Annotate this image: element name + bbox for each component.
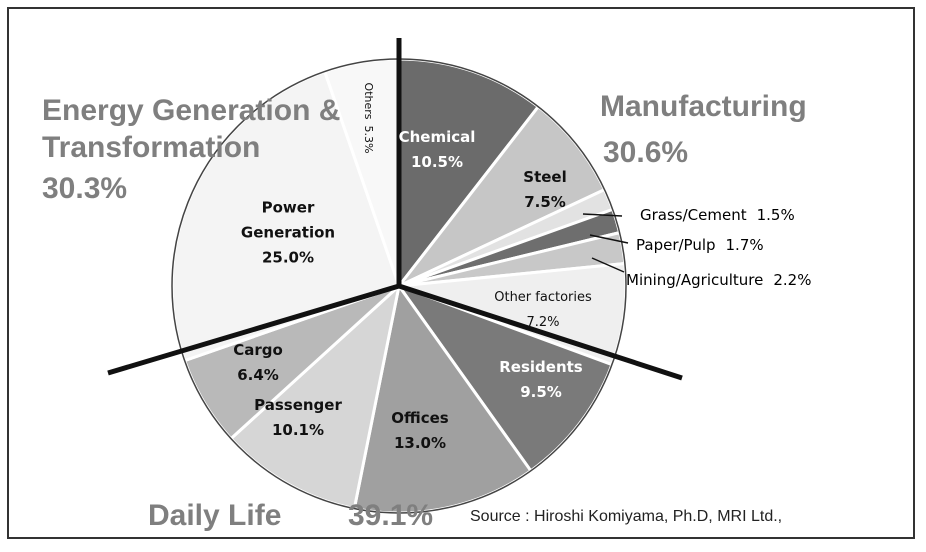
slice-label: Chemical 10.5% [399,125,476,175]
slice-label: Passenger 10.1% [254,393,342,443]
leader-line [589,234,629,244]
slice-value: 13.0% [393,434,447,452]
group-value-text: 30.3% [42,172,128,205]
slice-name: Grass/Cement [640,206,747,224]
slice-name: Mining/Agriculture [626,271,764,289]
slice-value: 7.5% [524,193,566,211]
slice-name: Other factories [494,290,592,305]
slice-value: 5.3% [362,125,375,154]
slice-label: Offices 13.0% [391,406,448,456]
group-divider [107,283,400,376]
group-value: 39.1% [348,497,433,534]
group-value-text: 30.6% [603,136,689,169]
slice-name: Paper/Pulp [636,236,716,254]
slice-name: Residents [499,358,583,376]
slice-label: Steel 7.5% [523,165,566,215]
group-name-text: Energy Generation & Transformation [42,94,341,164]
group-name: Daily Life [148,497,281,534]
group-name-text: Daily Life [148,499,282,532]
leader-line [591,257,625,273]
slice-value: 10.5% [410,153,464,171]
frame [7,7,915,539]
slice-label: Mining/Agriculture 2.2% [626,271,811,289]
slice-value: 25.0% [261,248,315,267]
group-divider [398,283,683,381]
source: Source : Hiroshi Komiyama, Ph.D, MRI Ltd… [470,508,783,525]
slice-label: Grass/Cement 1.5% [640,206,795,224]
slice-value: 10.1% [271,421,325,439]
slice-name: Offices [391,409,449,427]
slice-name: Power Generation [240,198,336,242]
group-value-text: 39.1% [348,499,434,532]
slice-name: Others [362,82,375,120]
slice-value: 1.7% [725,236,764,254]
slice-label: Residents 9.5% [499,355,582,405]
slice-label: Power Generation 25.0% [233,196,343,271]
slice-label: Others 5.3% [361,83,375,154]
slice-value: 1.5% [756,206,795,224]
slice-value: 7.2% [526,315,560,330]
slice-value: 2.2% [773,271,812,289]
slice-value: 9.5% [520,383,562,401]
group-name: Manufacturing [600,88,807,125]
group-name: Energy Generation & Transformation [42,92,342,166]
group-value: 30.6% [603,134,688,171]
slice-label: Paper/Pulp 1.7% [636,236,764,254]
slice-value: 6.4% [237,366,279,384]
slice-name: Steel [523,168,567,186]
slice-name: Chemical [398,128,476,146]
group-value: 30.3% [42,170,127,207]
slice-name: Cargo [233,341,283,359]
slice-name: Passenger [254,396,342,414]
leader-line [582,213,623,217]
slice-label: Cargo 6.4% [233,338,283,388]
slice-label: Other factories 7.2% [494,285,592,335]
group-name-text: Manufacturing [600,90,807,123]
